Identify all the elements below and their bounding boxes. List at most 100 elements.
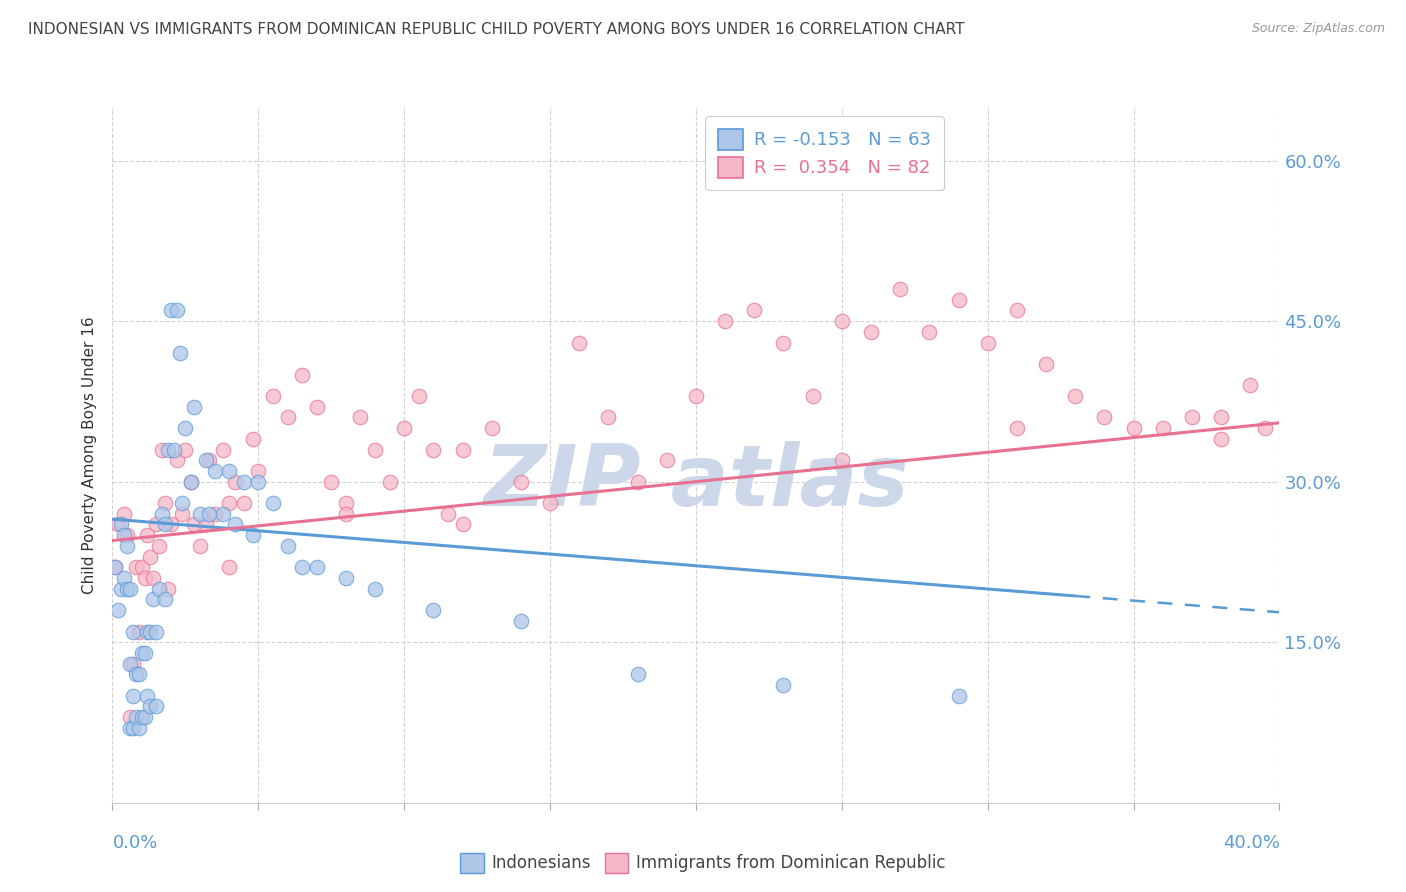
Point [224, 475, 246, 489]
Point [128, 624, 150, 639]
Point [685, 389, 707, 403]
Point [107, 517, 129, 532]
Point [349, 410, 371, 425]
Point [166, 303, 188, 318]
Point [305, 560, 328, 574]
Point [128, 721, 150, 735]
Point [335, 571, 357, 585]
Point [134, 646, 156, 660]
Point [1064, 389, 1087, 403]
Point [107, 603, 129, 617]
Point [110, 517, 132, 532]
Point [481, 421, 503, 435]
Point [153, 496, 176, 510]
Point [156, 442, 179, 457]
Point [276, 410, 298, 425]
Text: 40.0%: 40.0% [1223, 834, 1279, 852]
Point [148, 539, 170, 553]
Point [118, 721, 141, 735]
Point [335, 496, 357, 510]
Point [321, 475, 343, 489]
Legend: Indonesians, Immigrants from Dominican Republic: Indonesians, Immigrants from Dominican R… [454, 847, 952, 880]
Point [145, 517, 167, 532]
Point [1005, 303, 1028, 318]
Point [509, 475, 531, 489]
Point [128, 667, 150, 681]
Point [976, 335, 998, 350]
Point [1152, 421, 1174, 435]
Point [160, 303, 183, 318]
Text: 0.0%: 0.0% [112, 834, 157, 852]
Point [247, 475, 270, 489]
Point [335, 507, 357, 521]
Point [1005, 421, 1028, 435]
Point [188, 539, 211, 553]
Point [115, 582, 138, 596]
Point [110, 582, 132, 596]
Point [232, 496, 254, 510]
Point [150, 507, 173, 521]
Point [194, 453, 217, 467]
Point [305, 400, 328, 414]
Point [422, 442, 444, 457]
Point [742, 303, 765, 318]
Point [408, 389, 430, 403]
Point [378, 475, 401, 489]
Point [801, 389, 824, 403]
Point [451, 517, 474, 532]
Point [364, 442, 387, 457]
Point [1239, 378, 1261, 392]
Point [538, 496, 561, 510]
Point [134, 571, 156, 585]
Point [364, 582, 387, 596]
Point [626, 667, 648, 681]
Point [859, 325, 883, 339]
Point [160, 517, 183, 532]
Text: Source: ZipAtlas.com: Source: ZipAtlas.com [1251, 22, 1385, 36]
Point [118, 710, 141, 724]
Point [831, 314, 853, 328]
Point [174, 421, 197, 435]
Point [212, 442, 235, 457]
Point [276, 539, 298, 553]
Point [131, 560, 153, 574]
Point [1035, 357, 1057, 371]
Point [180, 475, 202, 489]
Point [122, 657, 145, 671]
Point [1254, 421, 1277, 435]
Point [218, 560, 240, 574]
Point [948, 293, 970, 307]
Point [197, 453, 219, 467]
Point [104, 560, 127, 574]
Point [112, 507, 135, 521]
Point [145, 699, 167, 714]
Point [122, 721, 145, 735]
Point [598, 410, 620, 425]
Point [122, 689, 145, 703]
Point [772, 678, 794, 692]
Point [139, 549, 162, 564]
Point [136, 624, 159, 639]
Point [218, 496, 240, 510]
Point [224, 517, 246, 532]
Point [422, 603, 444, 617]
Point [918, 325, 941, 339]
Point [714, 314, 737, 328]
Point [180, 475, 202, 489]
Point [122, 624, 145, 639]
Point [131, 710, 153, 724]
Point [136, 528, 159, 542]
Point [1209, 432, 1232, 446]
Point [1209, 410, 1232, 425]
Point [451, 442, 474, 457]
Text: INDONESIAN VS IMMIGRANTS FROM DOMINICAN REPUBLIC CHILD POVERTY AMONG BOYS UNDER : INDONESIAN VS IMMIGRANTS FROM DOMINICAN … [28, 22, 965, 37]
Legend: R = -0.153   N = 63, R =  0.354   N = 82: R = -0.153 N = 63, R = 0.354 N = 82 [706, 116, 943, 190]
Point [163, 442, 186, 457]
Point [183, 517, 205, 532]
Point [392, 421, 416, 435]
Point [509, 614, 531, 628]
Point [115, 528, 138, 542]
Point [150, 442, 173, 457]
Point [136, 689, 159, 703]
Point [118, 582, 141, 596]
